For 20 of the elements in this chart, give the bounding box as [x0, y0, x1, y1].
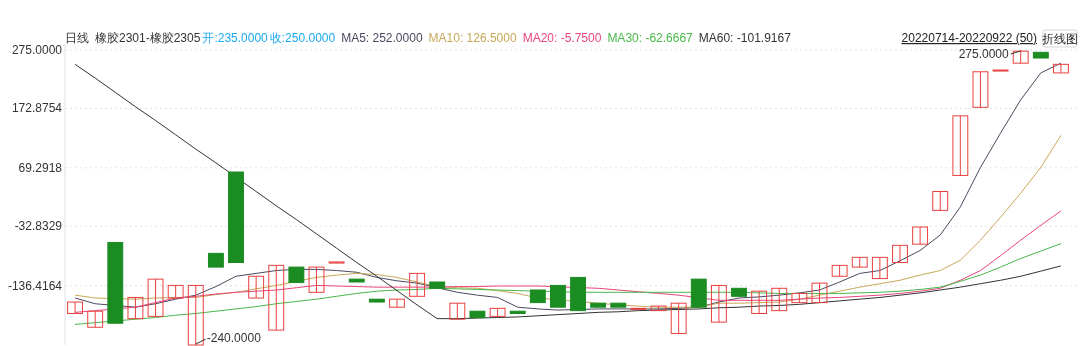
button: 折线图 [1042, 29, 1078, 48]
annotation: -240.0000 [206, 331, 262, 345]
text: MA10: 126.5000 [428, 31, 517, 45]
y-tick-label: -136.4164 [7, 278, 63, 293]
text: MA60: -101.9167 [698, 31, 792, 45]
text: 橡胶2301-橡胶2305 [95, 31, 201, 45]
text: 日线 [65, 31, 89, 45]
text: MA30: -62.6667 [607, 31, 694, 45]
y-tick-label: 69.2918 [18, 160, 63, 175]
y-tick-label: 275.0000 [11, 43, 63, 57]
text: 收:250.0000 [269, 31, 336, 45]
text: 20220714-20220922 (50) [901, 31, 1037, 45]
note: -240.0000 [195, 331, 261, 345]
annotation: 275.0000 [958, 47, 1010, 61]
note: 275.0000 [958, 47, 1022, 61]
y-tick-label: 172.8754 [11, 101, 63, 116]
text: 开:235.0000 [202, 31, 269, 45]
text: MA5: 252.0000 [341, 31, 423, 45]
text: MA20: -5.7500 [522, 31, 602, 45]
y-tick-label: -32.8329 [14, 219, 63, 234]
